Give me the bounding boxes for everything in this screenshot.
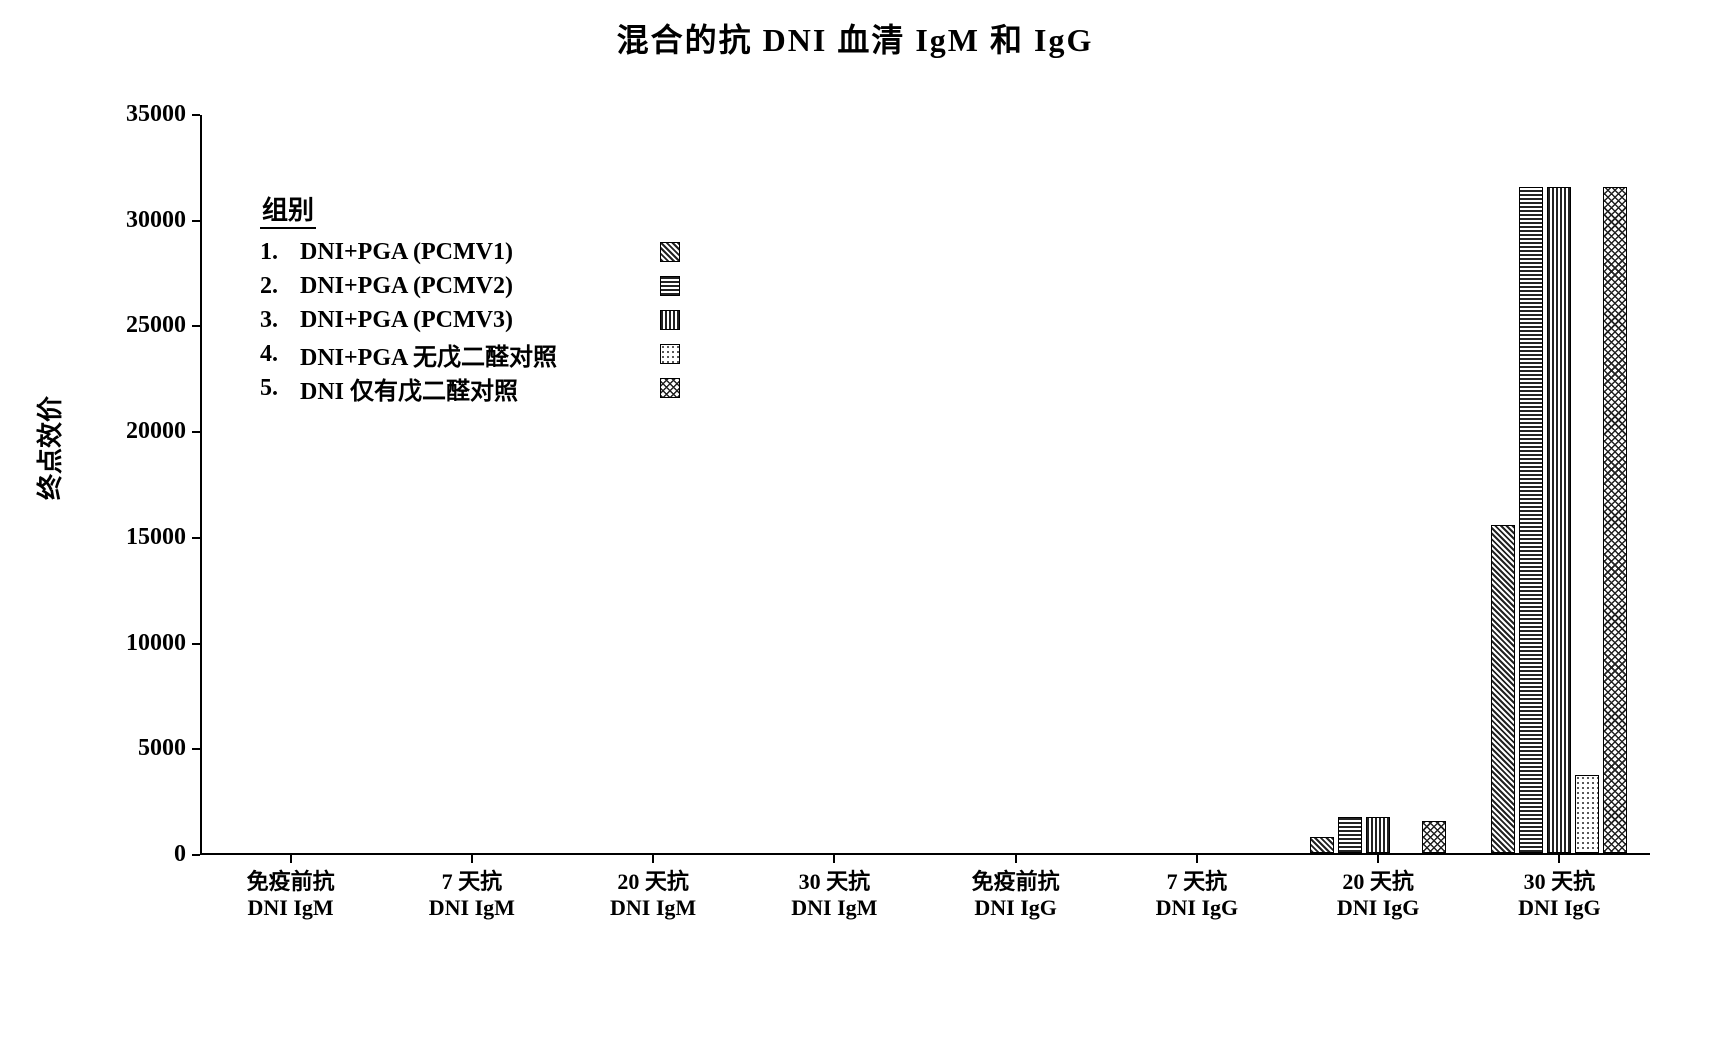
xcat-label: 7 天抗DNI IgG — [1107, 869, 1287, 922]
y-axis-line — [200, 115, 202, 855]
xcat-label-line1: 20 天抗 — [1288, 869, 1468, 895]
legend-label: DNI+PGA (PCMV3) — [300, 307, 640, 334]
ytick-mark — [192, 325, 200, 327]
legend-number: 1. — [260, 239, 300, 266]
xtick-mark — [1196, 855, 1198, 863]
chart-title: 混合的抗 DNI 血清 IgM 和 IgG — [0, 15, 1710, 61]
xcat-label: 20 天抗DNI IgG — [1288, 869, 1468, 922]
legend-row: 3.DNI+PGA (PCMV3) — [260, 303, 680, 337]
legend: 组别 1.DNI+PGA (PCMV1)2.DNI+PGA (PCMV2)3.D… — [260, 190, 680, 405]
xcat-label: 20 天抗DNI IgM — [563, 869, 743, 922]
xcat-label-line2: DNI IgG — [1288, 895, 1468, 921]
legend-label: DNI+PGA (PCMV1) — [300, 239, 640, 266]
ytick-mark — [192, 748, 200, 750]
xcat-label: 30 天抗DNI IgG — [1469, 869, 1649, 922]
xcat-label-line2: DNI IgM — [201, 895, 381, 921]
xcat-label: 30 天抗DNI IgM — [744, 869, 924, 922]
legend-swatch — [660, 378, 680, 398]
xtick-mark — [1558, 855, 1560, 863]
xcat-label-line1: 7 天抗 — [382, 869, 562, 895]
ytick-label: 25000 — [126, 312, 186, 339]
bar — [1547, 187, 1571, 853]
legend-swatch — [660, 242, 680, 262]
xtick-mark — [652, 855, 654, 863]
xcat-label-line1: 30 天抗 — [1469, 869, 1649, 895]
bar — [1366, 817, 1390, 853]
xcat-label-line2: DNI IgG — [926, 895, 1106, 921]
xcat-label-line1: 20 天抗 — [563, 869, 743, 895]
legend-row: 2.DNI+PGA (PCMV2) — [260, 269, 680, 303]
xcat-label: 免疫前抗DNI IgG — [926, 869, 1106, 922]
xcat-label-line2: DNI IgM — [744, 895, 924, 921]
xcat-label-line1: 免疫前抗 — [926, 869, 1106, 895]
legend-label: DNI 仅有戊二醛对照 — [300, 371, 640, 406]
legend-label: DNI+PGA (PCMV2) — [300, 273, 640, 300]
xcat-label-line1: 免疫前抗 — [201, 869, 381, 895]
legend-number: 5. — [260, 375, 300, 402]
xtick-mark — [1015, 855, 1017, 863]
chart-container: 混合的抗 DNI 血清 IgM 和 IgG 终点效价 0 5000 10000 150… — [0, 0, 1710, 1040]
xcat-label-line2: DNI IgM — [382, 895, 562, 921]
legend-number: 2. — [260, 273, 300, 300]
xcat-label-line2: DNI IgM — [563, 895, 743, 921]
xcat-label: 7 天抗DNI IgM — [382, 869, 562, 922]
ytick-mark — [192, 854, 200, 856]
ytick-mark — [192, 537, 200, 539]
legend-swatch — [660, 310, 680, 330]
legend-title: 组别 — [260, 190, 316, 229]
ytick-mark — [192, 643, 200, 645]
ytick-mark — [192, 431, 200, 433]
xtick-mark — [471, 855, 473, 863]
xcat-label-line1: 7 天抗 — [1107, 869, 1287, 895]
ytick-mark — [192, 114, 200, 116]
ytick-label: 5000 — [138, 735, 186, 762]
xcat-label-line2: DNI IgG — [1107, 895, 1287, 921]
x-axis-line — [200, 853, 1650, 855]
ytick-label: 35000 — [126, 101, 186, 128]
ytick-label: 15000 — [126, 524, 186, 551]
bar — [1575, 775, 1599, 853]
xcat-label-line2: DNI IgG — [1469, 895, 1649, 921]
xcat-label-line1: 30 天抗 — [744, 869, 924, 895]
y-axis-label: 终点效价 — [30, 396, 67, 500]
legend-number: 4. — [260, 341, 300, 368]
legend-label: DNI+PGA 无戊二醛对照 — [300, 337, 640, 372]
legend-swatch — [660, 276, 680, 296]
bar — [1519, 187, 1543, 853]
ytick-label: 0 — [174, 841, 186, 868]
legend-number: 3. — [260, 307, 300, 334]
xtick-mark — [833, 855, 835, 863]
xtick-mark — [1377, 855, 1379, 863]
ytick-label: 20000 — [126, 418, 186, 445]
legend-row: 4.DNI+PGA 无戊二醛对照 — [260, 337, 680, 371]
ytick-label: 30000 — [126, 207, 186, 234]
ytick-mark — [192, 220, 200, 222]
legend-row: 1.DNI+PGA (PCMV1) — [260, 235, 680, 269]
ytick-label: 10000 — [126, 630, 186, 657]
bar — [1310, 837, 1334, 853]
legend-row: 5.DNI 仅有戊二醛对照 — [260, 371, 680, 405]
xtick-mark — [290, 855, 292, 863]
bar — [1422, 821, 1446, 853]
legend-swatch — [660, 344, 680, 364]
bar — [1338, 817, 1362, 853]
xcat-label: 免疫前抗DNI IgM — [201, 869, 381, 922]
bar — [1491, 525, 1515, 853]
bar — [1603, 187, 1627, 853]
